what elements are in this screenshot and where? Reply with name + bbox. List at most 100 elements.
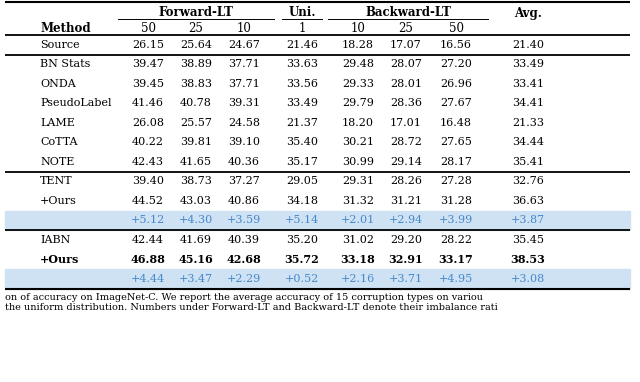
Text: 24.58: 24.58 [228,118,260,128]
Text: 28.01: 28.01 [390,79,422,89]
Text: 42.43: 42.43 [132,157,164,167]
Text: 40.86: 40.86 [228,196,260,206]
Text: 33.18: 33.18 [340,254,376,265]
Text: +3.99: +3.99 [439,215,473,225]
Text: 21.40: 21.40 [512,40,544,50]
Text: 27.20: 27.20 [440,59,472,69]
Text: 29.33: 29.33 [342,79,374,89]
Bar [5,210,630,230]
Text: Source: Source [40,40,79,50]
Text: 16.48: 16.48 [440,118,472,128]
Bar [5,269,630,288]
Text: 33.56: 33.56 [286,79,318,89]
Text: +4.30: +4.30 [179,215,213,225]
Text: 26.96: 26.96 [440,79,472,89]
Text: +4.44: +4.44 [131,274,165,284]
Text: 32.91: 32.91 [388,254,423,265]
Text: LAME: LAME [40,118,75,128]
Text: +Ours: +Ours [40,254,79,265]
Text: 35.17: 35.17 [286,157,318,167]
Text: 28.07: 28.07 [390,59,422,69]
Text: 38.83: 38.83 [180,79,212,89]
Text: +5.14: +5.14 [285,215,319,225]
Text: 35.45: 35.45 [512,235,544,245]
Text: Method: Method [40,21,91,34]
Text: 41.69: 41.69 [180,235,212,245]
Text: 38.53: 38.53 [511,254,545,265]
Text: CoTTA: CoTTA [40,137,77,147]
Text: 31.02: 31.02 [342,235,374,245]
Text: 27.65: 27.65 [440,137,472,147]
Text: 33.49: 33.49 [286,98,318,108]
Text: on of accuracy on ImageNet-C. We report the average accuracy of 15 corruption ty: on of accuracy on ImageNet-C. We report … [5,293,483,302]
Text: 50: 50 [141,21,156,34]
Text: 29.20: 29.20 [390,235,422,245]
Text: 28.22: 28.22 [440,235,472,245]
Text: 25: 25 [189,21,204,34]
Text: 40.36: 40.36 [228,157,260,167]
Text: +3.71: +3.71 [389,274,423,284]
Text: Avg.: Avg. [514,6,542,19]
Text: 17.01: 17.01 [390,118,422,128]
Text: +Ours: +Ours [40,196,77,206]
Text: +2.01: +2.01 [341,215,375,225]
Text: the uniform distribution. Numbers under Forward-LT and Backward-LT denote their : the uniform distribution. Numbers under … [5,303,498,312]
Text: 21.33: 21.33 [512,118,544,128]
Text: 34.44: 34.44 [512,137,544,147]
Text: +3.08: +3.08 [511,274,545,284]
Text: 42.44: 42.44 [132,235,164,245]
Text: 1: 1 [298,21,306,34]
Text: 29.14: 29.14 [390,157,422,167]
Text: 41.65: 41.65 [180,157,212,167]
Text: 34.41: 34.41 [512,98,544,108]
Text: 33.17: 33.17 [438,254,474,265]
Text: 35.40: 35.40 [286,137,318,147]
Text: 43.03: 43.03 [180,196,212,206]
Text: 33.41: 33.41 [512,79,544,89]
Text: 29.31: 29.31 [342,176,374,186]
Text: 35.20: 35.20 [286,235,318,245]
Text: +2.16: +2.16 [341,274,375,284]
Text: 29.05: 29.05 [286,176,318,186]
Text: +3.47: +3.47 [179,274,213,284]
Text: 44.52: 44.52 [132,196,164,206]
Text: 25.64: 25.64 [180,40,212,50]
Text: +5.12: +5.12 [131,215,165,225]
Text: 33.63: 33.63 [286,59,318,69]
Text: 40.78: 40.78 [180,98,212,108]
Text: 10: 10 [237,21,252,34]
Text: Forward-LT: Forward-LT [159,6,234,19]
Text: 35.72: 35.72 [285,254,319,265]
Text: 31.21: 31.21 [390,196,422,206]
Text: 16.56: 16.56 [440,40,472,50]
Text: 40.39: 40.39 [228,235,260,245]
Text: 36.63: 36.63 [512,196,544,206]
Text: 28.36: 28.36 [390,98,422,108]
Text: IABN: IABN [40,235,70,245]
Text: NOTE: NOTE [40,157,74,167]
Text: 39.47: 39.47 [132,59,164,69]
Text: 37.71: 37.71 [228,59,260,69]
Text: 31.32: 31.32 [342,196,374,206]
Text: PseudoLabel: PseudoLabel [40,98,111,108]
Text: 32.76: 32.76 [512,176,544,186]
Text: TENT: TENT [40,176,72,186]
Text: 28.17: 28.17 [440,157,472,167]
Text: +2.29: +2.29 [227,274,261,284]
Text: Uni.: Uni. [288,6,316,19]
Text: 38.73: 38.73 [180,176,212,186]
Text: 26.08: 26.08 [132,118,164,128]
Text: 10: 10 [351,21,365,34]
Text: 24.67: 24.67 [228,40,260,50]
Text: 25.57: 25.57 [180,118,212,128]
Text: +4.95: +4.95 [439,274,473,284]
Text: +3.87: +3.87 [511,215,545,225]
Text: 33.49: 33.49 [512,59,544,69]
Text: 30.21: 30.21 [342,137,374,147]
Text: BN Stats: BN Stats [40,59,90,69]
Text: 28.72: 28.72 [390,137,422,147]
Text: 46.88: 46.88 [131,254,165,265]
Text: 34.18: 34.18 [286,196,318,206]
Text: 39.81: 39.81 [180,137,212,147]
Text: 50: 50 [449,21,463,34]
